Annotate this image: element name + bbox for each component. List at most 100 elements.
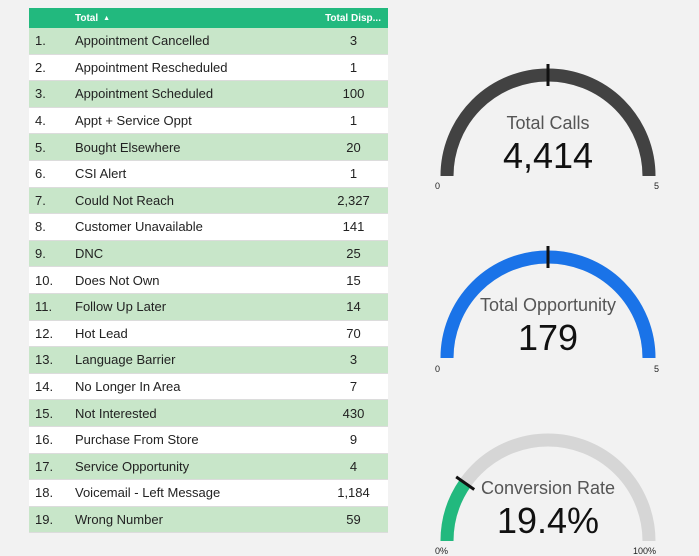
- gauge-fill: [440, 479, 471, 542]
- row-value: 430: [342, 405, 365, 421]
- gauge-total-calls: Total Calls 4,414 0 5: [425, 63, 675, 191]
- row-index: 16.: [35, 432, 54, 448]
- gauge-title: Conversion Rate: [480, 478, 616, 498]
- table-row[interactable]: 13. Language Barrier 3: [29, 347, 388, 374]
- row-value: 25: [346, 246, 361, 262]
- row-value: 1: [349, 59, 358, 75]
- table-row[interactable]: 4. Appt + Service Oppt 1: [29, 107, 388, 135]
- row-value: 20: [346, 139, 361, 155]
- row-index: 10.: [35, 272, 54, 288]
- row-value: 1: [349, 166, 358, 182]
- gauge-target-marker: [455, 475, 476, 491]
- row-label: DNC: [75, 246, 104, 262]
- table-row[interactable]: 18. Voicemail - Left Message 1,184: [29, 480, 388, 507]
- gauge-total-calls-arc: [440, 64, 656, 177]
- row-label: Follow Up Later: [75, 299, 167, 315]
- table-row[interactable]: 14. No Longer In Area 7: [29, 373, 388, 401]
- row-label: No Longer In Area: [75, 379, 181, 395]
- table-body: 1. Appointment Cancelled 3 2. Appointment Re…: [29, 28, 388, 534]
- row-value: 2,327: [337, 192, 370, 208]
- row-label: Could Not Reach: [75, 192, 174, 208]
- row-index: 6.: [35, 166, 46, 182]
- gauge-conversion-rate-arc: [440, 433, 656, 542]
- row-label: Appointment Cancelled: [75, 33, 210, 49]
- disposition-table: Total ▲ Total Disp... 1. Appointment Cance…: [29, 8, 388, 534]
- row-value: 141: [342, 219, 365, 235]
- row-index: 2.: [35, 59, 46, 75]
- header-total-label: Total: [75, 12, 99, 24]
- row-label: CSI Alert: [75, 166, 127, 182]
- row-value: 14: [346, 299, 361, 315]
- row-index: 5.: [35, 139, 46, 155]
- gauge-total-opportunity-arc: [440, 246, 656, 359]
- gauge-total-opportunity: Total Opportunity 179 0 5: [425, 244, 675, 374]
- row-index: 1.: [35, 33, 46, 49]
- row-label: Language Barrier: [75, 352, 176, 368]
- table-row[interactable]: 2. Appointment Rescheduled 1: [29, 54, 388, 82]
- gauge-conversion-rate: Conversion Rate 19.4% 0% 100%: [425, 428, 675, 556]
- table-row[interactable]: 15. Not Interested 430: [29, 400, 388, 427]
- row-index: 8.: [35, 219, 46, 235]
- table-row[interactable]: 3. Appointment Scheduled 100: [29, 81, 388, 108]
- gauge-max: 5: [654, 181, 660, 191]
- header-total-sort[interactable]: Total ▲: [75, 13, 289, 24]
- table-row[interactable]: 6. CSI Alert 1: [29, 160, 388, 188]
- row-index: 3.: [35, 86, 46, 102]
- row-value: 9: [349, 432, 358, 448]
- row-label: Customer Unavailable: [75, 219, 203, 235]
- row-value: 59: [346, 511, 361, 527]
- row-label: Hot Lead: [75, 325, 128, 341]
- row-value: 1,184: [337, 485, 370, 501]
- gauge-value: 179: [517, 317, 579, 358]
- row-value: 1: [349, 113, 358, 129]
- row-index: 9.: [35, 246, 46, 262]
- row-index: 11.: [35, 299, 53, 315]
- gauge-min: 0: [435, 364, 441, 374]
- row-index: 14.: [35, 379, 54, 395]
- row-index: 15.: [35, 405, 54, 421]
- row-index: 18.: [35, 485, 54, 501]
- table-header: Total ▲ Total Disp...: [29, 8, 388, 28]
- gauge-min: 0%: [435, 546, 449, 556]
- row-value: 3: [349, 33, 358, 49]
- gauge-value: 4,414: [502, 135, 594, 176]
- row-label: Appointment Scheduled: [75, 86, 214, 102]
- gauge-max: 5: [654, 364, 660, 374]
- row-value: 3: [349, 352, 358, 368]
- table-row[interactable]: 16. Purchase From Store 9: [29, 426, 388, 454]
- table-row[interactable]: 7. Could Not Reach 2,327: [29, 187, 388, 215]
- row-label: Bought Elsewhere: [75, 139, 181, 155]
- table-row[interactable]: 12. Hot Lead 70: [29, 320, 388, 348]
- table-row[interactable]: 9. DNC 25: [29, 240, 388, 268]
- table-row[interactable]: 10. Does Not Own 15: [29, 267, 388, 294]
- sort-asc-icon: ▲: [103, 14, 111, 22]
- row-label: Does Not Own: [75, 272, 160, 288]
- row-label: Wrong Number: [75, 511, 163, 527]
- table-row[interactable]: 11. Follow Up Later 14: [29, 293, 388, 321]
- table-row[interactable]: 8. Customer Unavailable 141: [29, 214, 388, 241]
- row-label: Purchase From Store: [75, 432, 199, 448]
- row-value: 15: [346, 272, 361, 288]
- table-row[interactable]: 5. Bought Elsewhere 20: [29, 134, 388, 161]
- row-value: 7: [349, 379, 358, 395]
- table-row[interactable]: 19. Wrong Number 59: [29, 506, 388, 534]
- row-index: 13.: [35, 352, 54, 368]
- row-label: Appt + Service Oppt: [75, 113, 192, 129]
- row-index: 17.: [35, 458, 54, 474]
- table-row[interactable]: 17. Service Opportunity 4: [29, 453, 388, 481]
- row-label: Appointment Rescheduled: [75, 59, 228, 75]
- row-index: 12.: [35, 325, 54, 341]
- row-value: 70: [346, 325, 361, 341]
- gauge-max: 100%: [633, 546, 657, 556]
- row-value: 100: [342, 86, 365, 102]
- table-row[interactable]: 1. Appointment Cancelled 3: [29, 28, 388, 55]
- gauge-title: Total Calls: [506, 113, 590, 133]
- row-index: 7.: [35, 192, 46, 208]
- gauge-title: Total Opportunity: [479, 295, 617, 315]
- header-total-disp[interactable]: Total Disp...: [325, 12, 381, 24]
- row-label: Voicemail - Left Message: [75, 485, 221, 501]
- gauge-value: 19.4%: [496, 500, 600, 541]
- row-value: 4: [349, 458, 358, 474]
- row-label: Service Opportunity: [75, 458, 190, 474]
- row-index: 19.: [35, 511, 54, 527]
